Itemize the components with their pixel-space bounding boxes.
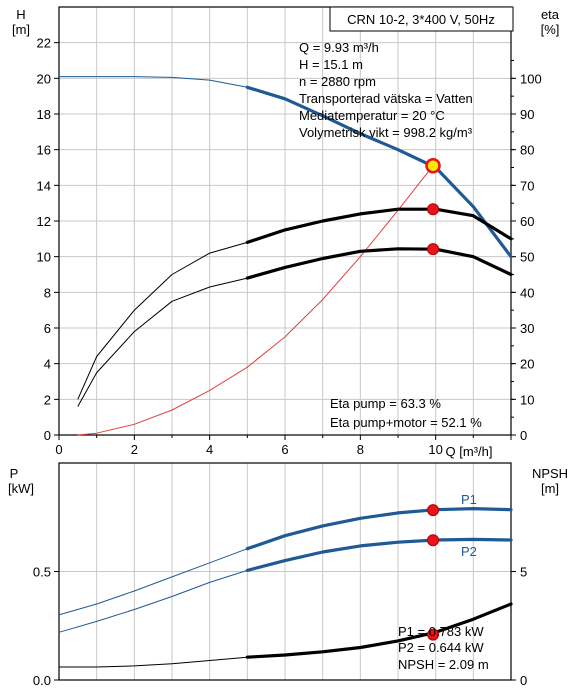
head-efficiency-panel: 0246810121416182022010203040506070809010…: [37, 6, 542, 457]
x-tick-label: 6: [281, 442, 288, 457]
y-right-tick-label: 0: [520, 673, 527, 688]
series-head-line: [59, 76, 248, 88]
info-line: Mediatemperatur = 20 °C: [299, 108, 445, 123]
p-axis-unit: [kW]: [8, 481, 34, 496]
y-left-tick-label: 14: [37, 178, 51, 193]
p2-value-text: P2 = 0.644 kW: [398, 640, 484, 655]
y-right-tick-label: 30: [520, 321, 534, 336]
y-right-tick-label: 90: [520, 107, 534, 122]
x-axis-label: Q [m³/h]: [446, 444, 493, 459]
npsh-axis-label: NPSH: [532, 466, 568, 481]
y-left-tick-label: 2: [44, 392, 51, 407]
chart-title: CRN 10-2, 3*400 V, 50Hz: [347, 12, 495, 27]
y-left-unit: [m]: [12, 22, 30, 37]
y-right-unit: [%]: [541, 22, 560, 37]
head-duty-marker: [425, 157, 441, 174]
y-right-tick-label: 20: [520, 357, 534, 372]
power-npsh-panel: 0.0 0.5 0 5: [33, 462, 527, 688]
y-left-tick-label: 20: [37, 71, 51, 86]
npsh-duty-marker: [427, 628, 440, 641]
y-right-tick-label: 5: [520, 565, 527, 580]
series-npsh-line-bold: [245, 602, 513, 659]
series-eta_pump-line: [77, 241, 248, 400]
y-right-tick-label: 100: [520, 71, 542, 86]
eta-pump-duty-marker: [427, 203, 440, 216]
series-head-line-bold: [245, 85, 513, 259]
series-p1-line-bold: [245, 507, 513, 551]
series-system-line: [77, 165, 434, 436]
y-left-tick-label: 10: [37, 250, 51, 265]
info-line: Transporterad vätska = Vatten: [299, 91, 473, 106]
series-p2-line-bold: [245, 537, 513, 572]
p1-duty-marker: [427, 504, 440, 517]
info-line: n = 2880 rpm: [299, 74, 376, 89]
y-right-tick-label: 60: [520, 214, 534, 229]
eta-total-duty-marker: [427, 243, 440, 256]
y-left-tick-label: 6: [44, 321, 51, 336]
npsh-value-text: NPSH = 2.09 m: [398, 657, 489, 672]
y-right-tick-label: 80: [520, 143, 534, 158]
p2-duty-marker: [427, 534, 440, 547]
y-left-tick-label: 0: [44, 428, 51, 443]
y-right-tick-label: 50: [520, 250, 534, 265]
p-axis-label: P: [10, 466, 19, 481]
series-p2-line: [58, 569, 248, 633]
y-left-tick-label: 0.0: [33, 673, 51, 688]
series-npsh-line: [59, 656, 248, 668]
y-left-tick-label: 4: [44, 357, 51, 372]
series-eta_total-line-bold: [245, 247, 513, 280]
y-left-label: H: [16, 7, 25, 22]
y-right-label: eta: [541, 7, 560, 22]
info-line: Q = 9.93 m³/h: [299, 40, 379, 55]
y-left-tick-label: 18: [37, 107, 51, 122]
y-right-tick-label: 40: [520, 285, 534, 300]
y-right-tick-label: 0: [520, 428, 527, 443]
y-left-tick-label: 8: [44, 285, 51, 300]
y-left-tick-label: 16: [37, 143, 51, 158]
eta-pump-text: Eta pump = 63.3 %: [330, 396, 441, 411]
info-line: Volymetrisk vikt = 998.2 kg/m³: [299, 125, 473, 140]
x-tick-label: 4: [206, 442, 213, 457]
x-tick-label: 8: [357, 442, 364, 457]
x-tick-label: 2: [131, 442, 138, 457]
x-tick-label: 10: [428, 442, 442, 457]
y-left-tick-label: 12: [37, 214, 51, 229]
p2-curve-label: P2: [461, 544, 477, 559]
y-right-tick-label: 10: [520, 392, 534, 407]
series-eta_pump-line-bold: [245, 207, 513, 244]
x-tick-label: 0: [55, 442, 62, 457]
p1-value-text: P1 = 0.783 kW: [398, 624, 484, 639]
p1-curve-label: P1: [461, 492, 477, 507]
eta-total-text: Eta pump+motor = 52.1 %: [330, 415, 482, 430]
info-line: H = 15.1 m: [299, 57, 363, 72]
y-left-tick-label: 22: [37, 36, 51, 51]
title-box: [329, 6, 514, 32]
npsh-axis-unit: [m]: [541, 481, 559, 496]
series-eta_total-line: [77, 277, 248, 407]
y-left-tick-label: 0.5: [33, 565, 51, 580]
series-p1-line: [58, 548, 248, 616]
y-right-tick-label: 70: [520, 178, 534, 193]
